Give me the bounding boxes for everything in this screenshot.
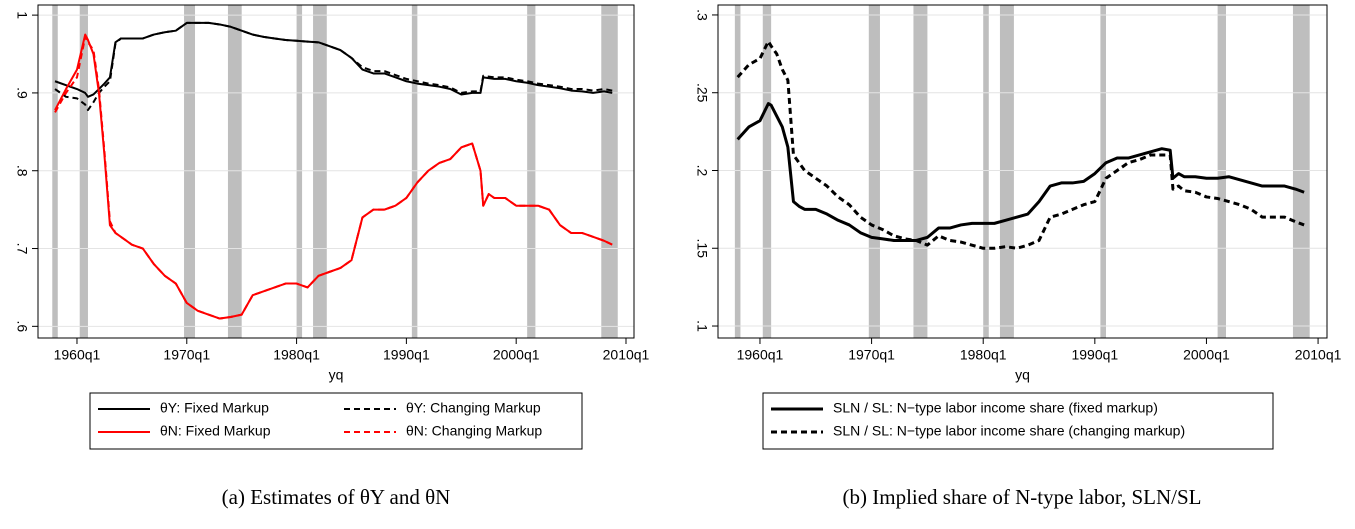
series-line [54,21,613,112]
recession-band [983,5,989,338]
x-tick-label: 1990q1 [383,347,430,363]
y-tick-label: .6 [14,320,30,332]
x-tick-label: 1960q1 [54,347,101,363]
y-tick-label: .3 [694,9,710,21]
y-tick-label: .9 [14,87,30,99]
legend-label: θN: Changing Markup [406,423,542,439]
y-tick-label: .1 [694,320,710,332]
x-tick-label: 1970q1 [163,347,210,363]
x-tick-label: 1970q1 [848,347,895,363]
legend-label: θY: Changing Markup [406,400,541,416]
y-tick-label: 1 [14,11,30,19]
recession-band [762,5,772,338]
recession-band [313,5,327,338]
recession-band [1100,5,1106,338]
legend-box [762,392,1274,450]
recession-band [601,5,618,338]
x-tick-label: 2010q1 [1295,347,1342,363]
plot-area [718,5,1327,338]
x-tick-label: 1960q1 [737,347,784,363]
x-tick-label: 1980q1 [960,347,1007,363]
plot-area [38,5,634,338]
recession-band [527,5,536,338]
recession-band [868,5,880,338]
plot-frame [717,4,1328,339]
legend-label: θY: Fixed Markup [160,400,269,416]
y-tick-label: .2 [694,165,710,177]
legend-box [89,392,583,450]
series-line [736,102,1305,242]
recession-band [79,5,88,338]
plot-frame [37,4,635,339]
y-tick-label: .8 [14,165,30,177]
x-tick-label: 2010q1 [603,347,650,363]
series-line [736,39,1305,250]
legend-label: SLN / SL: N−type labor income share (cha… [833,423,1185,439]
x-tick-label: 2000q1 [493,347,540,363]
x-axis-title: yq [329,367,344,383]
x-tick-label: 2000q1 [1183,347,1230,363]
y-tick-label: .7 [14,243,30,255]
recession-band [52,5,58,338]
recession-band [1292,5,1310,338]
recession-band [734,5,741,338]
caption: (b) Implied share of N-type labor, SLN/S… [843,485,1202,509]
legend-label: θN: Fixed Markup [160,423,271,439]
recession-band [1217,5,1226,338]
y-tick-label: .25 [694,83,710,103]
y-tick-label: .15 [694,239,710,259]
recession-band [184,5,196,338]
x-tick-label: 1990q1 [1071,347,1118,363]
recession-band [999,5,1014,338]
series-line [54,35,613,320]
recession-band [411,5,418,338]
caption: (a) Estimates of θY and θN [222,485,451,509]
x-axis-title: yq [1015,367,1030,383]
recession-band [227,5,242,338]
recession-band [913,5,928,338]
x-tick-label: 1980q1 [273,347,320,363]
legend-label: SLN / SL: N−type labor income share (fix… [833,400,1158,416]
recession-band [296,5,303,338]
